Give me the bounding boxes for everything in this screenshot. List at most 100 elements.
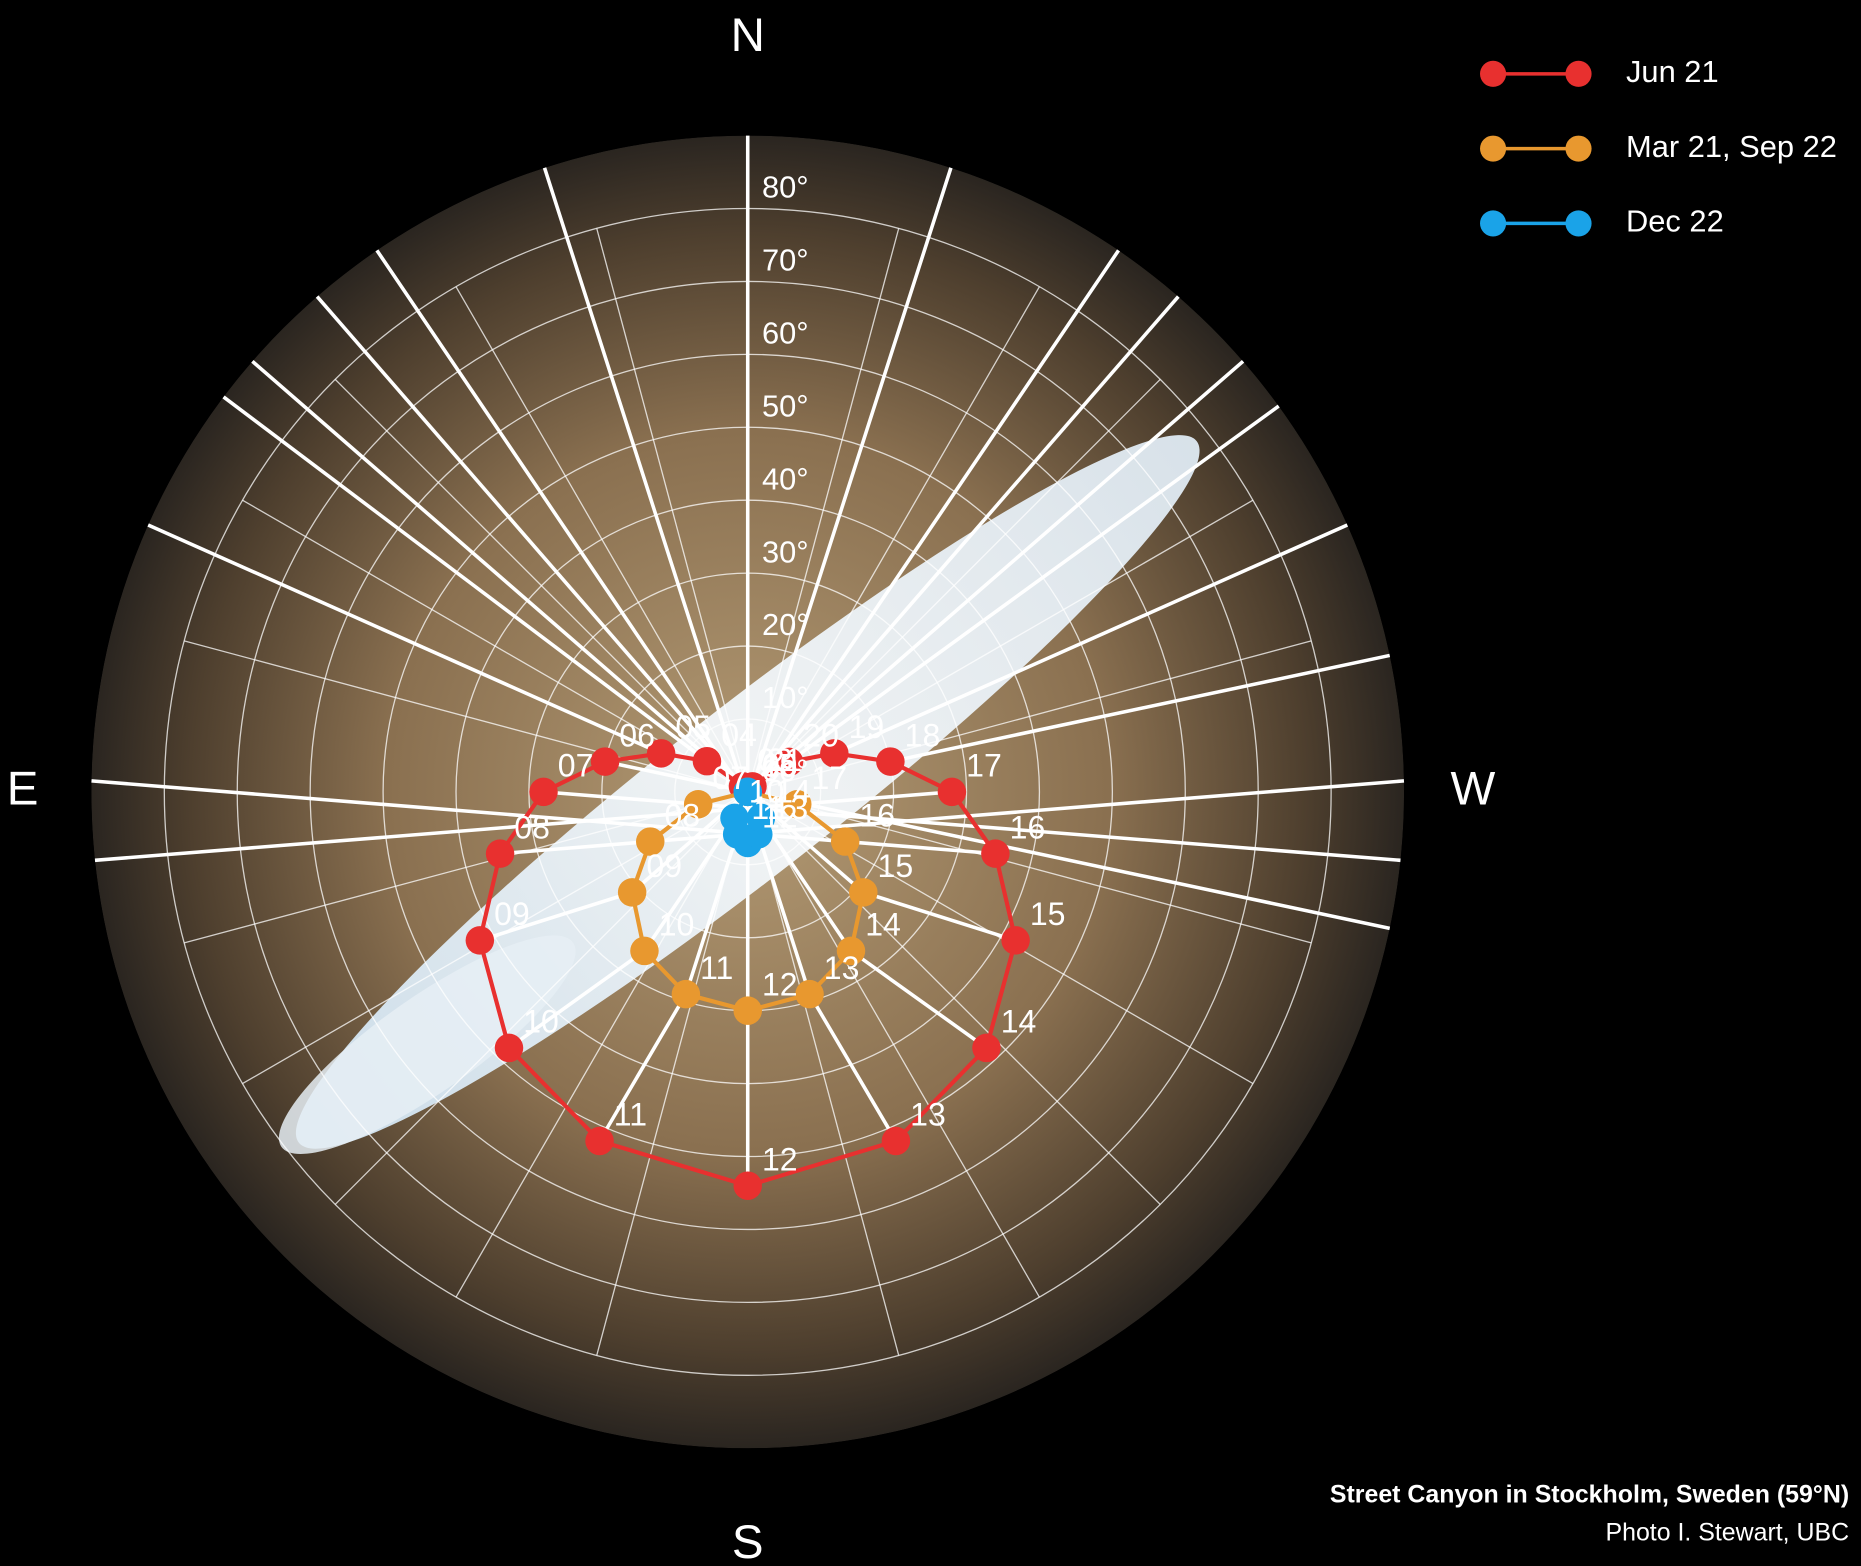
altitude-tick-label: 50° bbox=[762, 388, 809, 423]
direction-label: S bbox=[732, 1516, 764, 1566]
sun-position bbox=[636, 827, 665, 856]
sun-position bbox=[494, 1033, 524, 1063]
hour-label: 13 bbox=[910, 1097, 946, 1133]
hour-label: 17 bbox=[966, 748, 1002, 784]
azimuth-grid-line bbox=[747, 640, 1312, 793]
azimuth-grid-line bbox=[747, 791, 1161, 1205]
hour-line bbox=[890, 653, 1391, 764]
sun-position bbox=[1001, 926, 1030, 955]
sun-position bbox=[795, 979, 824, 1009]
hour-label: 06 bbox=[762, 748, 798, 784]
hour-label: 13 bbox=[824, 950, 860, 986]
hour-line bbox=[222, 395, 709, 763]
hour-label: 10 bbox=[749, 774, 785, 810]
hour-label: 12 bbox=[762, 799, 798, 835]
legend-label: Mar 21, Sep 22 bbox=[1626, 129, 1837, 164]
hour-label: 11 bbox=[751, 790, 784, 826]
hour-label: 04 bbox=[721, 717, 757, 753]
azimuth-grid-line bbox=[184, 640, 748, 793]
sun-position bbox=[585, 1126, 614, 1156]
hour-label: 08 bbox=[664, 797, 700, 833]
altitude-tick-label: 10° bbox=[762, 680, 809, 715]
altitude-tick-label: 30° bbox=[762, 534, 809, 569]
hour-label: 15 bbox=[1030, 896, 1066, 932]
sun-position bbox=[876, 747, 905, 776]
hour-label: 14 bbox=[865, 907, 901, 943]
hour-label: 11 bbox=[700, 950, 733, 986]
altitude-tick-label: 80° bbox=[762, 170, 809, 205]
hour-label: 12 bbox=[762, 966, 798, 1002]
sun-position bbox=[981, 839, 1010, 868]
altitude-tick-label: 40° bbox=[762, 461, 809, 496]
direction-label: W bbox=[1450, 762, 1495, 815]
sun-position bbox=[529, 777, 558, 807]
caption-title: Street Canyon in Stockholm, Sweden (59°N… bbox=[1330, 1480, 1849, 1508]
hour-label: 13 bbox=[773, 790, 809, 826]
azimuth-grid-line bbox=[747, 791, 900, 1356]
hour-line bbox=[507, 249, 1121, 1050]
hour-label: 10 bbox=[523, 1004, 559, 1040]
legend-dot bbox=[1565, 135, 1592, 162]
sun-position bbox=[630, 936, 659, 966]
sun-position bbox=[820, 739, 849, 768]
hour-label: 10 bbox=[659, 907, 695, 943]
sun-position bbox=[617, 878, 647, 907]
hour-line bbox=[542, 167, 898, 1142]
azimuth-grid-line bbox=[334, 378, 749, 793]
azimuth-grid-line bbox=[455, 286, 749, 793]
hour-label: 14 bbox=[775, 774, 811, 810]
legend-label: Jun 21 bbox=[1626, 54, 1719, 89]
labels: 00°10°20°30°40°50°60°70°80°NESW030405060… bbox=[7, 9, 1837, 1566]
hour-label: 14 bbox=[1001, 1004, 1037, 1040]
hour-label: 09 bbox=[762, 748, 798, 784]
azimuth-grid-line bbox=[334, 791, 749, 1205]
caption-credit: Photo I. Stewart, UBC bbox=[1605, 1518, 1849, 1546]
hour-label: 07 bbox=[712, 760, 748, 796]
sun-position bbox=[774, 747, 804, 777]
azimuth-grid-line bbox=[747, 378, 1161, 793]
hour-line bbox=[375, 249, 988, 1050]
altitude-tick-label: 60° bbox=[762, 316, 809, 351]
altitude-tick-label: 70° bbox=[762, 243, 809, 278]
sun-position bbox=[671, 979, 701, 1009]
hour-label: 06 bbox=[762, 748, 798, 784]
hour-label: 15 bbox=[762, 748, 798, 784]
legend-dot bbox=[1480, 60, 1507, 87]
hour-label: 07 bbox=[558, 748, 594, 784]
sun-position bbox=[830, 827, 860, 856]
hour-label: 20 bbox=[803, 718, 839, 754]
hour-label: 09 bbox=[646, 848, 682, 884]
hour-line bbox=[833, 523, 1349, 755]
hour-label: 06 bbox=[619, 717, 655, 753]
sun-position bbox=[465, 926, 495, 955]
sun-position bbox=[937, 777, 967, 807]
sun-position bbox=[881, 1126, 911, 1156]
azimuth-grid-line bbox=[455, 791, 749, 1298]
hour-line bbox=[787, 404, 1280, 764]
hour-label: 03 bbox=[757, 742, 793, 778]
azimuth-grid-line bbox=[596, 228, 749, 793]
sun-position bbox=[783, 790, 812, 819]
hour-label: 16 bbox=[1010, 809, 1046, 845]
sun-position bbox=[849, 878, 878, 907]
azimuth-grid-line bbox=[596, 791, 749, 1356]
sun-position bbox=[733, 1171, 762, 1200]
sun-position bbox=[733, 777, 762, 807]
legend-dot bbox=[1480, 135, 1507, 162]
legend-dot bbox=[1565, 60, 1592, 87]
hour-label: 17 bbox=[811, 760, 847, 796]
hour-line bbox=[751, 295, 1180, 788]
altitude-tick-label: 00° bbox=[762, 753, 809, 788]
hour-line bbox=[479, 359, 1245, 943]
hour-label: 09 bbox=[494, 896, 530, 932]
legend-label: Dec 22 bbox=[1626, 204, 1724, 239]
hour-line bbox=[315, 295, 745, 788]
hour-label: 12 bbox=[762, 1141, 798, 1177]
hour-label: 21 bbox=[767, 742, 803, 778]
legend-dot bbox=[1480, 210, 1507, 237]
hour-label: 19 bbox=[849, 709, 885, 745]
altitude-tick-label: 20° bbox=[762, 607, 809, 642]
legend-dot bbox=[1565, 210, 1592, 237]
